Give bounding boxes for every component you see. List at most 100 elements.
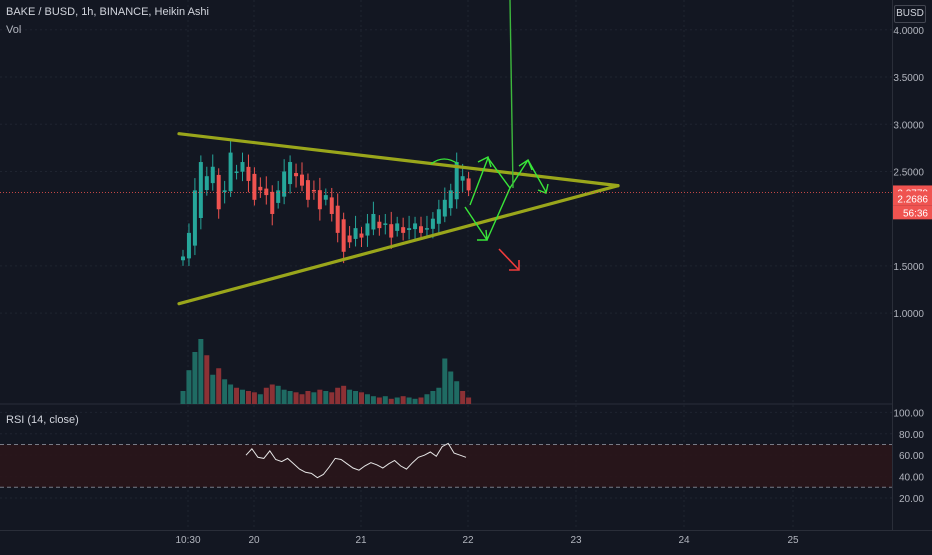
volume-bar bbox=[263, 387, 269, 404]
volume-bar bbox=[257, 394, 263, 404]
chart-title[interactable]: BAKE / BUSD, 1h, BINANCE, Heikin Ashi bbox=[6, 6, 209, 18]
x-tick-label: 21 bbox=[355, 535, 367, 546]
candle-body bbox=[276, 190, 281, 203]
rsi-series-line bbox=[245, 442, 467, 479]
candle-body bbox=[204, 176, 209, 191]
candle-body bbox=[424, 228, 429, 230]
volume-bar bbox=[448, 371, 454, 404]
rsi-band-fill bbox=[0, 444, 892, 488]
volume-bar bbox=[329, 392, 335, 404]
candle-body bbox=[460, 176, 465, 181]
volume-bar bbox=[305, 391, 311, 404]
trendline bbox=[177, 184, 620, 306]
volume-bar bbox=[275, 385, 281, 404]
candle-body bbox=[454, 162, 459, 200]
x-tick-label: 24 bbox=[678, 535, 690, 546]
candle-body bbox=[335, 205, 340, 233]
top-marker bbox=[430, 158, 459, 165]
x-tick-label: 23 bbox=[570, 535, 582, 546]
candle-body bbox=[264, 188, 269, 196]
candle-body bbox=[395, 223, 400, 231]
volume-bar bbox=[370, 396, 376, 404]
volume-bar bbox=[234, 387, 240, 404]
candle-body bbox=[448, 190, 453, 209]
candle-body bbox=[323, 195, 328, 200]
volume-bar bbox=[335, 387, 341, 404]
candle-body bbox=[198, 162, 203, 218]
drawings bbox=[0, 0, 892, 306]
volume-bar bbox=[251, 392, 257, 404]
x-tick-label: 10:30 bbox=[175, 535, 200, 546]
candle-body bbox=[216, 174, 221, 210]
volume-label[interactable]: Vol bbox=[6, 24, 22, 36]
breakdown-arrow bbox=[498, 248, 520, 271]
grid bbox=[0, 0, 932, 531]
volume-bar bbox=[245, 391, 251, 404]
volume-bar bbox=[323, 391, 329, 404]
volume-bar bbox=[299, 394, 305, 404]
currency-badge[interactable]: BUSD bbox=[894, 5, 926, 23]
volume-bar bbox=[186, 370, 192, 404]
volume-bar bbox=[228, 384, 234, 404]
candle-body bbox=[371, 213, 376, 230]
volume-bar bbox=[430, 391, 436, 404]
rsi-tick-label: 20.00 bbox=[899, 494, 924, 505]
volume-bar bbox=[442, 358, 448, 404]
volume-bar bbox=[204, 355, 210, 404]
rsi-band bbox=[0, 444, 892, 488]
volume-bar bbox=[364, 394, 370, 404]
candle-body bbox=[419, 226, 423, 233]
volume-bar bbox=[198, 339, 204, 404]
volume-bar bbox=[210, 374, 216, 404]
rsi-label[interactable]: RSI (14, close) bbox=[6, 414, 79, 426]
candle-body bbox=[389, 224, 394, 238]
y-tick-label: 1.0000 bbox=[893, 309, 924, 320]
volume-bar bbox=[347, 389, 353, 404]
candle-body bbox=[234, 171, 239, 173]
candle-body bbox=[436, 209, 441, 224]
volume-bar bbox=[311, 392, 317, 404]
second-price-label-bg bbox=[893, 191, 932, 206]
candle-body bbox=[300, 174, 304, 186]
projection-arrow bbox=[487, 157, 511, 189]
y-tick-label: 3.0000 bbox=[893, 120, 924, 131]
volume-bar bbox=[287, 391, 293, 404]
trendline bbox=[177, 132, 620, 188]
x-tick-label: 20 bbox=[248, 535, 260, 546]
arrowhead bbox=[509, 260, 520, 271]
candle-body bbox=[228, 152, 233, 192]
price-candles bbox=[181, 140, 471, 266]
volume-bars bbox=[180, 339, 472, 404]
candle-body bbox=[329, 197, 334, 214]
axes: 10:30 20 21 22 23 24 25 4.0000 3.5000 3.0000 2.500… bbox=[175, 26, 924, 546]
y-tick-label: 3.5000 bbox=[893, 73, 924, 84]
arrowhead bbox=[518, 158, 533, 171]
x-tick-label: 25 bbox=[787, 535, 799, 546]
volume-bar bbox=[460, 391, 466, 404]
candle-body bbox=[353, 228, 358, 239]
volume-bar bbox=[400, 396, 406, 404]
candle-body bbox=[341, 219, 346, 252]
volume-bar bbox=[359, 392, 364, 404]
rsi-tick-label: 60.00 bbox=[899, 451, 924, 462]
volume-bar bbox=[424, 394, 430, 404]
y-tick-label: 1.5000 bbox=[893, 262, 924, 273]
projection-arrow bbox=[509, 0, 514, 189]
countdown-label: 56:36 bbox=[903, 208, 928, 219]
projection-arrow bbox=[486, 187, 511, 241]
volume-bar bbox=[269, 384, 275, 404]
projection-arrow bbox=[464, 206, 488, 241]
volume-bar bbox=[240, 389, 245, 404]
volume-bar bbox=[376, 397, 382, 404]
volume-bar bbox=[418, 397, 424, 404]
candle-body bbox=[430, 218, 435, 229]
volume-bar bbox=[216, 368, 222, 404]
candle-body bbox=[317, 190, 322, 210]
candle-body bbox=[186, 232, 191, 259]
candle-body bbox=[407, 228, 412, 231]
countdown-label-bg bbox=[893, 205, 932, 220]
volume-bar bbox=[436, 387, 442, 404]
volume-bar bbox=[317, 389, 323, 404]
